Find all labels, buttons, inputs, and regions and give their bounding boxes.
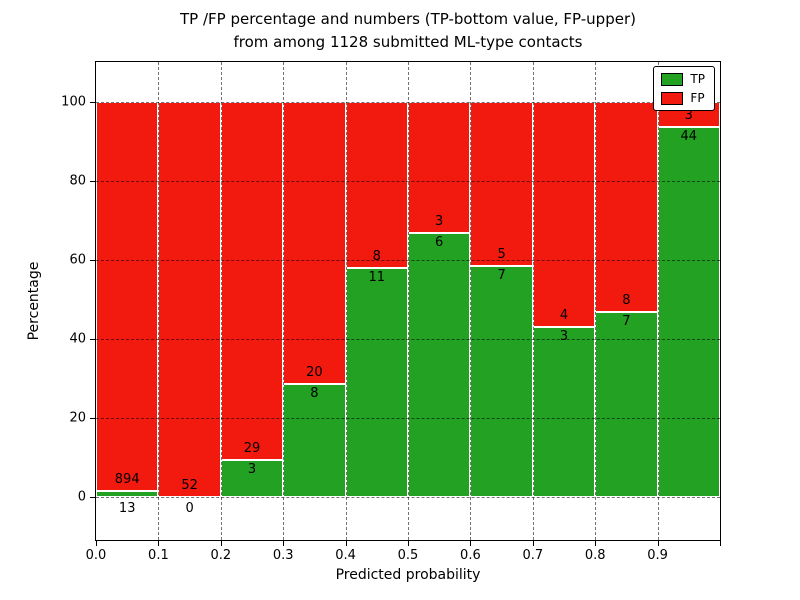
fp-count-label: 4 xyxy=(559,308,569,324)
x-tick-label: 0.0 xyxy=(85,548,107,563)
chart-title-line-2: from among 1128 submitted ML-type contac… xyxy=(233,32,583,51)
tp-count-label: 0 xyxy=(185,500,194,516)
fp-bar-segment xyxy=(470,101,533,267)
y-axis-label: Percentage xyxy=(26,261,42,341)
fp-count-label: 8 xyxy=(372,248,381,264)
y-tick-mark xyxy=(90,180,95,182)
tp-count-label: 8 xyxy=(310,385,319,401)
y-tick-mark xyxy=(90,259,95,261)
x-tick-mark xyxy=(96,541,97,546)
x-tick-mark xyxy=(283,541,285,546)
tp-count-label: 11 xyxy=(368,269,386,285)
x-tick-label: 0.5 xyxy=(397,548,419,563)
fp-bar-segment xyxy=(283,101,346,384)
tp-bar-segment xyxy=(532,327,596,497)
gridline-vertical xyxy=(470,62,472,540)
y-tick-mark xyxy=(90,496,95,498)
x-tick-label: 0.7 xyxy=(522,548,544,563)
gridline-vertical xyxy=(657,62,659,540)
fp-count-label: 5 xyxy=(497,247,506,263)
legend-item-tp: TP xyxy=(661,72,705,86)
tp-bar-segment xyxy=(408,233,471,497)
fp-count-label: 894 xyxy=(114,471,140,487)
x-tick-label: 0.4 xyxy=(335,548,356,563)
x-axis-label: Predicted probability xyxy=(335,567,481,583)
x-tick-mark xyxy=(408,541,409,546)
legend-label-tp: TP xyxy=(690,72,705,86)
tp-count-label: 7 xyxy=(622,314,631,330)
tp-bar-segment xyxy=(96,490,159,497)
fp-bar-segment xyxy=(220,101,284,460)
fp-bar-segment xyxy=(96,101,159,491)
gridline-horizontal xyxy=(96,496,720,498)
gridline-vertical xyxy=(220,62,222,540)
gridline-vertical xyxy=(595,62,597,540)
fp-count-label: 29 xyxy=(243,440,261,456)
tp-count-label: 3 xyxy=(247,461,257,477)
x-tick-label: 0.6 xyxy=(460,548,481,563)
x-tick-label: 0.2 xyxy=(210,548,232,563)
fp-bar-segment xyxy=(532,101,596,328)
tp-bar-segment xyxy=(657,126,720,497)
fp-count-label: 20 xyxy=(306,364,323,380)
y-tick-mark xyxy=(90,417,95,419)
x-tick-label: 0.1 xyxy=(148,548,169,563)
tp-count-label: 7 xyxy=(497,268,506,284)
x-tick-mark xyxy=(720,541,721,546)
fp-color-swatch xyxy=(661,91,684,105)
gridline-vertical xyxy=(158,62,160,540)
gridline-vertical xyxy=(408,62,409,540)
gridline-vertical xyxy=(345,62,347,540)
legend-item-fp: FP xyxy=(661,91,705,105)
y-tick-mark xyxy=(90,101,95,103)
x-tick-mark xyxy=(595,541,597,546)
x-tick-mark xyxy=(657,541,659,546)
x-tick-mark xyxy=(158,541,160,546)
chart-title-line-1: TP /FP percentage and numbers (TP-bottom… xyxy=(180,10,636,28)
y-tick-label: 100 xyxy=(61,94,86,109)
gridline-vertical xyxy=(283,62,285,540)
tp-bar-segment xyxy=(595,312,658,497)
tp-count-label: 3 xyxy=(559,329,569,345)
y-tick-mark xyxy=(90,338,95,340)
gridline-horizontal xyxy=(96,259,720,261)
fp-count-label: 3 xyxy=(684,107,693,123)
x-tick-mark xyxy=(470,541,472,546)
gridline-horizontal xyxy=(96,417,720,419)
gridline-horizontal xyxy=(96,338,720,340)
y-tick-label: 60 xyxy=(69,252,86,268)
x-tick-mark xyxy=(220,541,222,546)
tp-count-label: 44 xyxy=(680,128,698,144)
x-tick-label: 0.3 xyxy=(272,548,294,563)
y-tick-label: 20 xyxy=(69,410,86,426)
y-tick-label: 0 xyxy=(77,489,86,505)
fp-count-label: 3 xyxy=(435,214,444,230)
x-tick-mark xyxy=(345,541,347,546)
gridline-horizontal xyxy=(96,101,720,103)
y-tick-label: 40 xyxy=(69,331,86,347)
tp-color-swatch xyxy=(661,72,684,86)
x-tick-mark xyxy=(532,541,534,546)
gridline-vertical xyxy=(532,62,534,540)
plot-area: TP FP 894 13 52 0 29 3 20 8 8 11 3 6 5 7 4 3 8 7 3 44 xyxy=(95,61,721,541)
x-tick-label: 0.9 xyxy=(647,548,668,563)
fp-bar-segment xyxy=(345,101,408,268)
legend-label-fp: FP xyxy=(690,91,705,105)
tp-count-label: 6 xyxy=(435,235,444,251)
tp-count-label: 13 xyxy=(118,500,136,516)
tp-bar-segment xyxy=(470,266,533,497)
legend: TP FP xyxy=(653,66,715,111)
gridline-horizontal xyxy=(96,180,720,182)
fp-count-label: 8 xyxy=(622,293,631,309)
tp-bar-segment xyxy=(220,459,284,497)
fp-bar-segment xyxy=(595,101,658,313)
fp-bar-segment xyxy=(158,101,221,497)
tp-bar-segment xyxy=(345,267,408,497)
x-tick-label: 0.8 xyxy=(584,548,606,563)
fp-count-label: 52 xyxy=(181,477,198,493)
y-tick-label: 80 xyxy=(69,173,86,188)
chart-title: TP /FP percentage and numbers (TP-bottom… xyxy=(95,8,721,53)
